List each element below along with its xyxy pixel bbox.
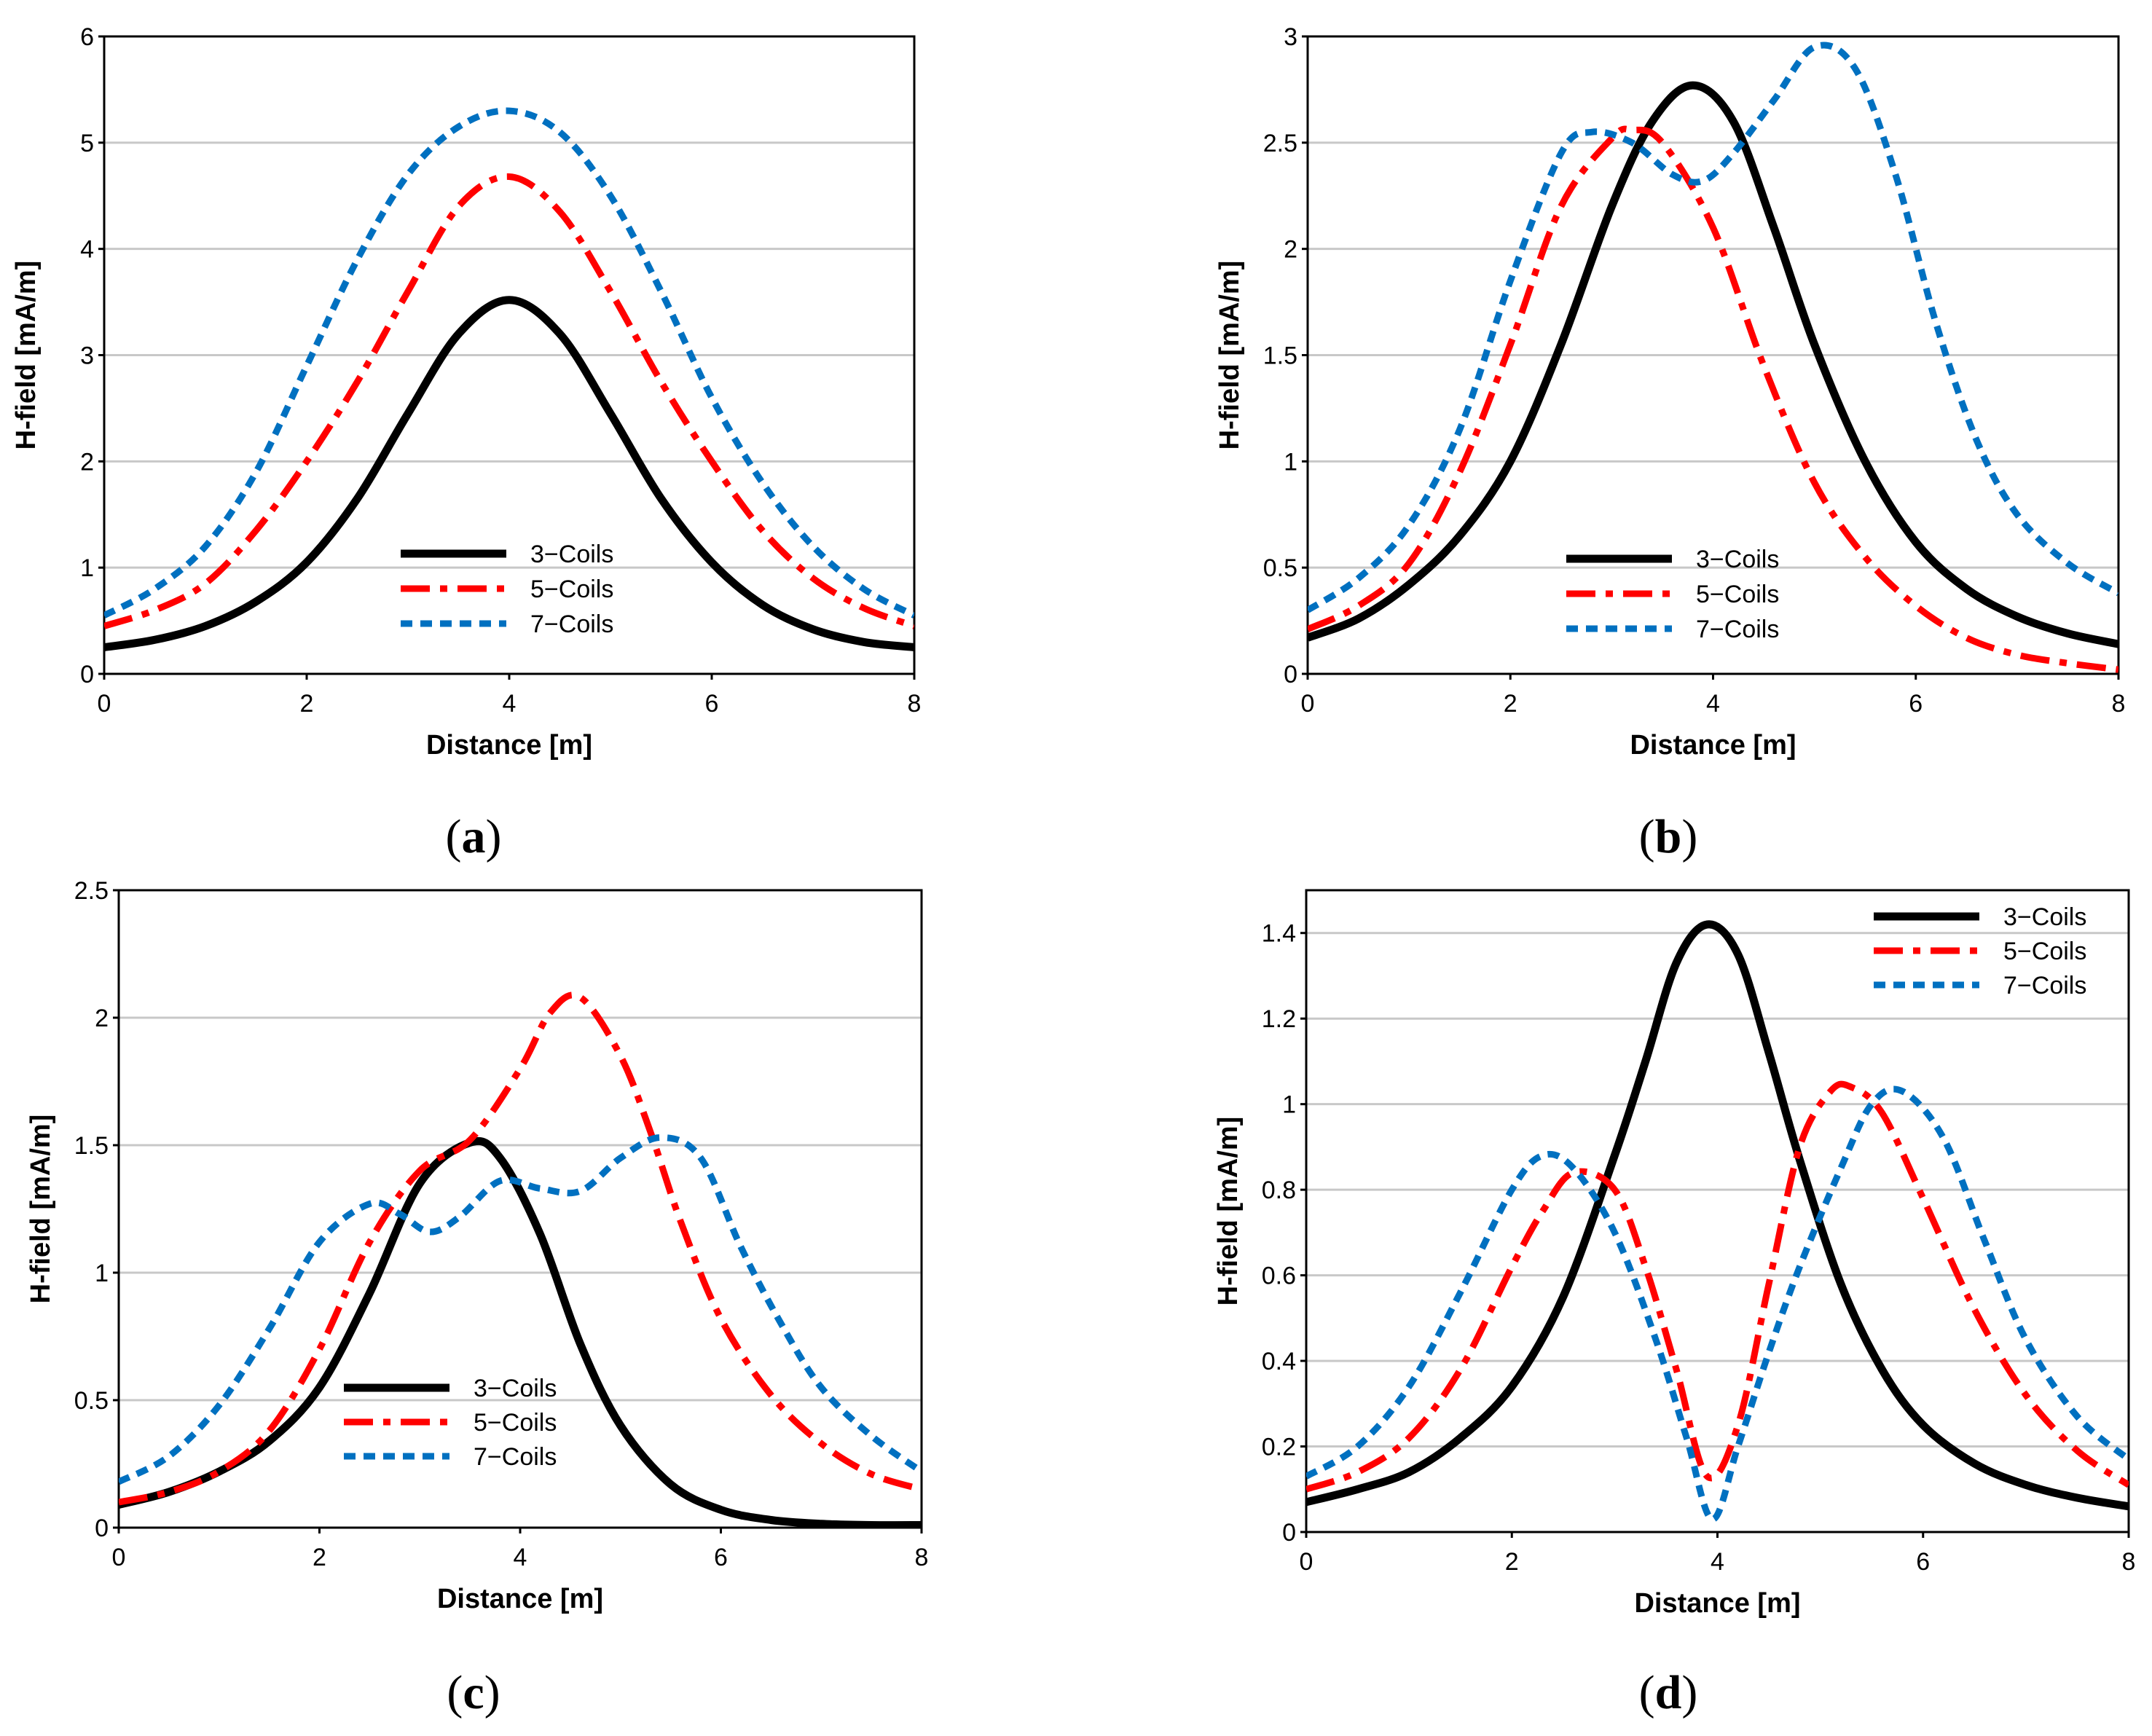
y-tick-label: 6 bbox=[80, 23, 94, 51]
x-tick-label: 4 bbox=[1706, 690, 1720, 718]
x-axis-title: Distance [m] bbox=[426, 730, 592, 761]
y-tick-label: 2 bbox=[80, 448, 94, 476]
x-tick-label: 0 bbox=[1300, 1548, 1313, 1576]
y-tick-label: 2 bbox=[95, 1005, 109, 1032]
legend-label-7-coils: 7−Coils bbox=[1696, 616, 1779, 643]
y-tick-label: 2.5 bbox=[1263, 130, 1297, 157]
series-line-5-coils bbox=[119, 991, 922, 1506]
legend-label-3-coils: 3−Coils bbox=[1696, 546, 1779, 573]
y-tick-label: 1 bbox=[95, 1260, 109, 1287]
series-line-5-coils bbox=[1308, 125, 2118, 673]
chart-panel-b: 0 0.5 1 1.5 2 2.5 3 0 2 4 6 8 Distance [m] H-field [m… bbox=[1214, 23, 2125, 863]
series-line-3-coils bbox=[1306, 920, 2129, 1511]
panel-label-a: (a) bbox=[446, 810, 502, 863]
y-tick-label: 4 bbox=[80, 236, 94, 264]
x-tick-label: 8 bbox=[2112, 690, 2126, 718]
x-tick-label: 8 bbox=[915, 1544, 929, 1571]
panel-label-d: (d) bbox=[1639, 1666, 1698, 1719]
chart-panel-c: 0 0.5 1 1.5 2 2.5 0 2 4 6 8 Distance [m] H-field [mA… bbox=[25, 877, 928, 1719]
y-axis-title: H-field [mA/m] bbox=[1214, 261, 1245, 450]
legend-label-5-coils: 5−Coils bbox=[530, 576, 613, 603]
chart-panel-d: 0 0.2 0.4 0.6 0.8 1 1.2 1.4 0 2 4 6 8 Distance [m] H-f… bbox=[1213, 889, 2136, 1719]
series-line-3-coils bbox=[104, 296, 914, 651]
y-tick-label: 0.5 bbox=[1263, 554, 1297, 582]
x-tick-label: 0 bbox=[98, 690, 111, 718]
series-line-7-coils bbox=[119, 1134, 922, 1485]
x-tick-label: 2 bbox=[300, 690, 314, 718]
y-tick-label: 2.5 bbox=[74, 877, 109, 905]
series-line-3-coils bbox=[1308, 81, 2118, 648]
x-axis-title: Distance [m] bbox=[437, 1584, 603, 1614]
legend-label-7-coils: 7−Coils bbox=[474, 1443, 557, 1471]
x-tick-label: 2 bbox=[1504, 690, 1517, 718]
x-tick-label: 6 bbox=[1916, 1548, 1930, 1576]
series-line-7-coils bbox=[1308, 42, 2118, 613]
y-axis-title: H-field [mA/m] bbox=[1213, 1117, 1244, 1306]
y-tick-label: 0 bbox=[95, 1515, 109, 1542]
series-line-7-coils bbox=[104, 107, 914, 618]
x-tick-label: 8 bbox=[908, 690, 922, 718]
y-tick-label: 0 bbox=[80, 661, 94, 688]
y-tick-label: 2 bbox=[1284, 236, 1297, 264]
y-axis-title: H-field [mA/m] bbox=[11, 261, 42, 450]
series-line-5-coils bbox=[1306, 1080, 2129, 1493]
y-tick-label: 0.4 bbox=[1262, 1348, 1296, 1375]
y-tick-label: 3 bbox=[80, 342, 94, 370]
y-tick-label: 1 bbox=[80, 554, 94, 582]
y-tick-label: 0.8 bbox=[1262, 1177, 1296, 1204]
series-line-5-coils bbox=[104, 173, 914, 629]
panel-label-b: (b) bbox=[1639, 810, 1698, 863]
y-axis-title: H-field [mA/m] bbox=[25, 1115, 56, 1304]
x-tick-label: 2 bbox=[1505, 1548, 1519, 1576]
x-tick-label: 6 bbox=[705, 690, 719, 718]
y-tick-label: 0 bbox=[1284, 661, 1297, 688]
legend-label-3-coils: 3−Coils bbox=[2003, 903, 2086, 931]
y-tick-label: 3 bbox=[1284, 23, 1297, 51]
x-axis-title: Distance [m] bbox=[1630, 730, 1796, 761]
x-tick-label: 6 bbox=[714, 1544, 728, 1571]
x-tick-label: 0 bbox=[112, 1544, 126, 1571]
x-tick-label: 4 bbox=[1711, 1548, 1724, 1576]
legend-label-3-coils: 3−Coils bbox=[530, 541, 613, 568]
x-tick-label: 4 bbox=[503, 690, 517, 718]
legend-label-5-coils: 5−Coils bbox=[474, 1409, 557, 1437]
chart-panel-a: 0 1 2 3 4 5 6 0 2 4 6 8 Distance [m] H-field [mA/m] 3−… bbox=[11, 23, 921, 863]
legend-label-7-coils: 7−Coils bbox=[2003, 972, 2086, 999]
x-tick-label: 4 bbox=[514, 1544, 527, 1571]
y-tick-label: 1.4 bbox=[1262, 920, 1296, 948]
y-tick-label: 1 bbox=[1284, 448, 1297, 476]
series-line-7-coils bbox=[1306, 1085, 2129, 1523]
y-tick-label: 0.2 bbox=[1262, 1434, 1296, 1461]
y-tick-label: 1 bbox=[1282, 1091, 1296, 1119]
legend-label-5-coils: 5−Coils bbox=[2003, 938, 2086, 965]
x-tick-label: 2 bbox=[313, 1544, 326, 1571]
x-tick-label: 8 bbox=[2122, 1548, 2136, 1576]
y-tick-label: 5 bbox=[80, 130, 94, 157]
y-tick-label: 1.5 bbox=[1263, 342, 1297, 370]
y-tick-label: 0.6 bbox=[1262, 1262, 1296, 1290]
x-tick-label: 6 bbox=[1909, 690, 1923, 718]
y-tick-label: 0.5 bbox=[74, 1387, 109, 1415]
legend-label-5-coils: 5−Coils bbox=[1696, 581, 1779, 608]
y-tick-label: 0 bbox=[1282, 1519, 1296, 1547]
x-tick-label: 0 bbox=[1301, 690, 1315, 718]
x-axis-title: Distance [m] bbox=[1634, 1588, 1800, 1619]
legend-label-7-coils: 7−Coils bbox=[530, 610, 613, 638]
panel-label-c: (c) bbox=[447, 1666, 500, 1719]
y-tick-label: 1.5 bbox=[74, 1132, 109, 1160]
legend-label-3-coils: 3−Coils bbox=[474, 1375, 557, 1402]
y-tick-label: 1.2 bbox=[1262, 1005, 1296, 1033]
